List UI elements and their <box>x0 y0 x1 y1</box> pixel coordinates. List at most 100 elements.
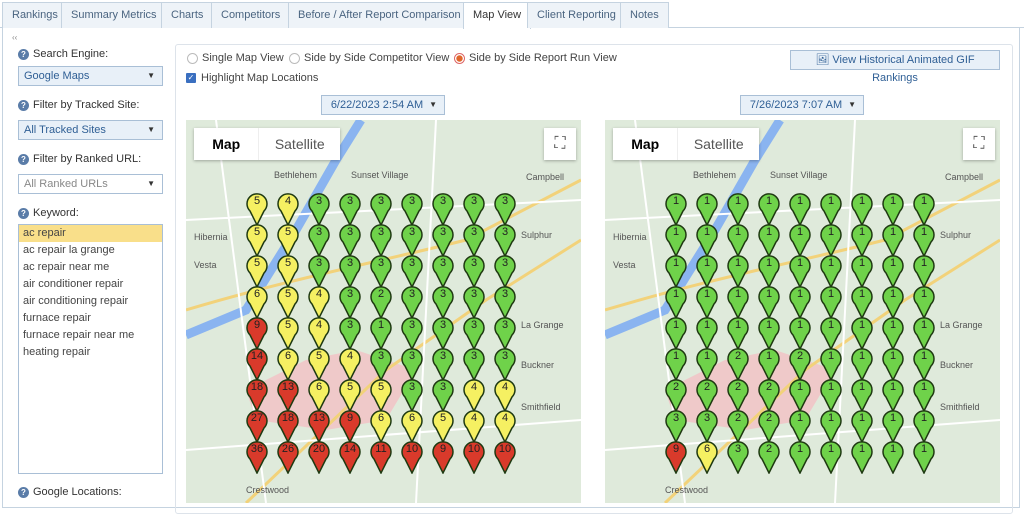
rank-pin[interactable]: 1 <box>820 378 842 413</box>
rank-pin[interactable]: 3 <box>463 347 485 382</box>
rank-pin[interactable]: 3 <box>370 192 392 227</box>
rank-pin[interactable]: 10 <box>494 440 516 475</box>
rank-pin[interactable]: 26 <box>277 440 299 475</box>
map-type-map-button[interactable]: Map <box>613 128 679 160</box>
rank-pin[interactable]: 3 <box>463 254 485 289</box>
rank-pin[interactable]: 4 <box>308 285 330 320</box>
rank-pin[interactable]: 1 <box>913 316 935 351</box>
rank-pin[interactable]: 1 <box>913 192 935 227</box>
rank-pin[interactable]: 1 <box>820 316 842 351</box>
keyword-item[interactable]: ac repair <box>19 225 162 242</box>
rank-pin[interactable]: 1 <box>882 254 904 289</box>
help-icon[interactable]: ? <box>18 207 29 219</box>
rank-pin[interactable]: 3 <box>401 192 423 227</box>
rank-pin[interactable]: 20 <box>308 440 330 475</box>
rank-pin[interactable]: 1 <box>851 223 873 258</box>
rank-pin[interactable]: 3 <box>308 192 330 227</box>
rank-pin[interactable]: 1 <box>696 285 718 320</box>
rank-pin[interactable]: 3 <box>339 316 361 351</box>
help-icon[interactable]: ? <box>18 153 29 165</box>
rank-pin[interactable]: 1 <box>758 192 780 227</box>
rank-pin[interactable]: 3 <box>494 254 516 289</box>
rank-pin[interactable]: 6 <box>696 440 718 475</box>
rank-pin[interactable]: 2 <box>758 378 780 413</box>
rank-pin[interactable]: 5 <box>277 254 299 289</box>
rank-pin[interactable]: 3 <box>339 192 361 227</box>
map-type-satellite-button[interactable]: Satellite <box>274 136 325 152</box>
keyword-item[interactable]: ac repair near me <box>23 261 110 273</box>
rank-pin[interactable]: 2 <box>758 440 780 475</box>
rank-pin[interactable]: 1 <box>696 223 718 258</box>
rank-pin[interactable]: 3 <box>696 409 718 444</box>
rank-pin[interactable]: 9 <box>432 440 454 475</box>
rank-pin[interactable]: 1 <box>913 223 935 258</box>
rank-pin[interactable]: 2 <box>727 409 749 444</box>
rank-pin[interactable]: 1 <box>727 285 749 320</box>
rank-pin[interactable]: 2 <box>370 285 392 320</box>
rank-pin[interactable]: 2 <box>727 378 749 413</box>
rank-pin[interactable]: 1 <box>789 192 811 227</box>
rank-pin[interactable]: 1 <box>882 347 904 382</box>
rank-pin[interactable]: 18 <box>246 378 268 413</box>
rank-pin[interactable]: 1 <box>882 316 904 351</box>
rank-pin[interactable]: 3 <box>370 223 392 258</box>
rank-pin[interactable]: 1 <box>820 347 842 382</box>
keyword-item[interactable]: heating repair <box>23 346 91 358</box>
rank-pin[interactable]: 3 <box>494 285 516 320</box>
rank-pin[interactable]: 9 <box>339 409 361 444</box>
rank-pin[interactable]: 3 <box>432 347 454 382</box>
rank-pin[interactable]: 1 <box>882 378 904 413</box>
rank-pin[interactable]: 1 <box>758 254 780 289</box>
report-run-view-radio[interactable]: Side by Side Report Run View <box>454 52 617 64</box>
rank-pin[interactable]: 4 <box>339 347 361 382</box>
map-type-satellite-button[interactable]: Satellite <box>693 136 744 152</box>
rank-pin[interactable]: 6 <box>308 378 330 413</box>
view-gif-rankings-button[interactable]: 🖼 View Historical Animated GIF Rankings <box>790 50 1000 84</box>
rank-pin[interactable]: 1 <box>851 192 873 227</box>
rank-pin[interactable]: 1 <box>820 285 842 320</box>
single-map-view-radio[interactable]: Single Map View <box>187 52 284 64</box>
rank-pin[interactable]: 1 <box>696 192 718 227</box>
help-icon[interactable]: ? <box>18 48 29 60</box>
report-date-select-right[interactable]: 7/26/2023 7:07 AM ▼ <box>740 95 864 115</box>
rank-pin[interactable]: 1 <box>727 223 749 258</box>
checkbox-checked-icon[interactable]: ✓ <box>186 73 196 83</box>
rank-pin[interactable]: 5 <box>277 316 299 351</box>
rank-pin[interactable]: 1 <box>665 347 687 382</box>
tab-rankings[interactable]: Rankings <box>2 2 68 28</box>
rank-pin[interactable]: 18 <box>277 409 299 444</box>
keyword-item[interactable]: furnace repair near me <box>23 329 135 341</box>
fullscreen-icon[interactable]: ⛶ <box>544 128 576 160</box>
rank-pin[interactable]: 1 <box>789 409 811 444</box>
rank-pin[interactable]: 3 <box>463 223 485 258</box>
rank-pin[interactable]: 1 <box>913 409 935 444</box>
radio-circle[interactable] <box>289 52 300 64</box>
rank-pin[interactable]: 1 <box>758 347 780 382</box>
rank-pin[interactable]: 3 <box>463 316 485 351</box>
search-engine-select[interactable]: Google Maps ▼ <box>18 66 163 86</box>
rank-pin[interactable]: 1 <box>882 409 904 444</box>
rank-pin[interactable]: 3 <box>432 223 454 258</box>
tab-client-reporting[interactable]: Client Reporting <box>527 2 626 28</box>
rank-pin[interactable]: 5 <box>246 254 268 289</box>
rank-pin[interactable]: 1 <box>789 254 811 289</box>
rank-pin[interactable]: 1 <box>665 316 687 351</box>
rank-pin[interactable]: 1 <box>758 316 780 351</box>
rank-pin[interactable]: 14 <box>246 347 268 382</box>
help-icon[interactable]: ? <box>18 486 29 498</box>
rank-pin[interactable]: 1 <box>820 192 842 227</box>
rank-pin[interactable]: 2 <box>696 378 718 413</box>
rank-pin[interactable]: 3 <box>401 378 423 413</box>
rank-pin[interactable]: 5 <box>308 347 330 382</box>
rank-pin[interactable]: 1 <box>913 378 935 413</box>
keyword-item[interactable]: air conditioner repair <box>23 278 124 290</box>
rank-pin[interactable]: 3 <box>665 409 687 444</box>
rank-pin[interactable]: 1 <box>820 223 842 258</box>
rank-pin[interactable]: 1 <box>758 223 780 258</box>
rank-pin[interactable]: 3 <box>401 347 423 382</box>
rank-pin[interactable]: 3 <box>370 254 392 289</box>
rank-pin[interactable]: 1 <box>882 192 904 227</box>
rank-pin[interactable]: 1 <box>851 285 873 320</box>
rank-pin[interactable]: 3 <box>432 254 454 289</box>
rank-pin[interactable]: 4 <box>494 409 516 444</box>
